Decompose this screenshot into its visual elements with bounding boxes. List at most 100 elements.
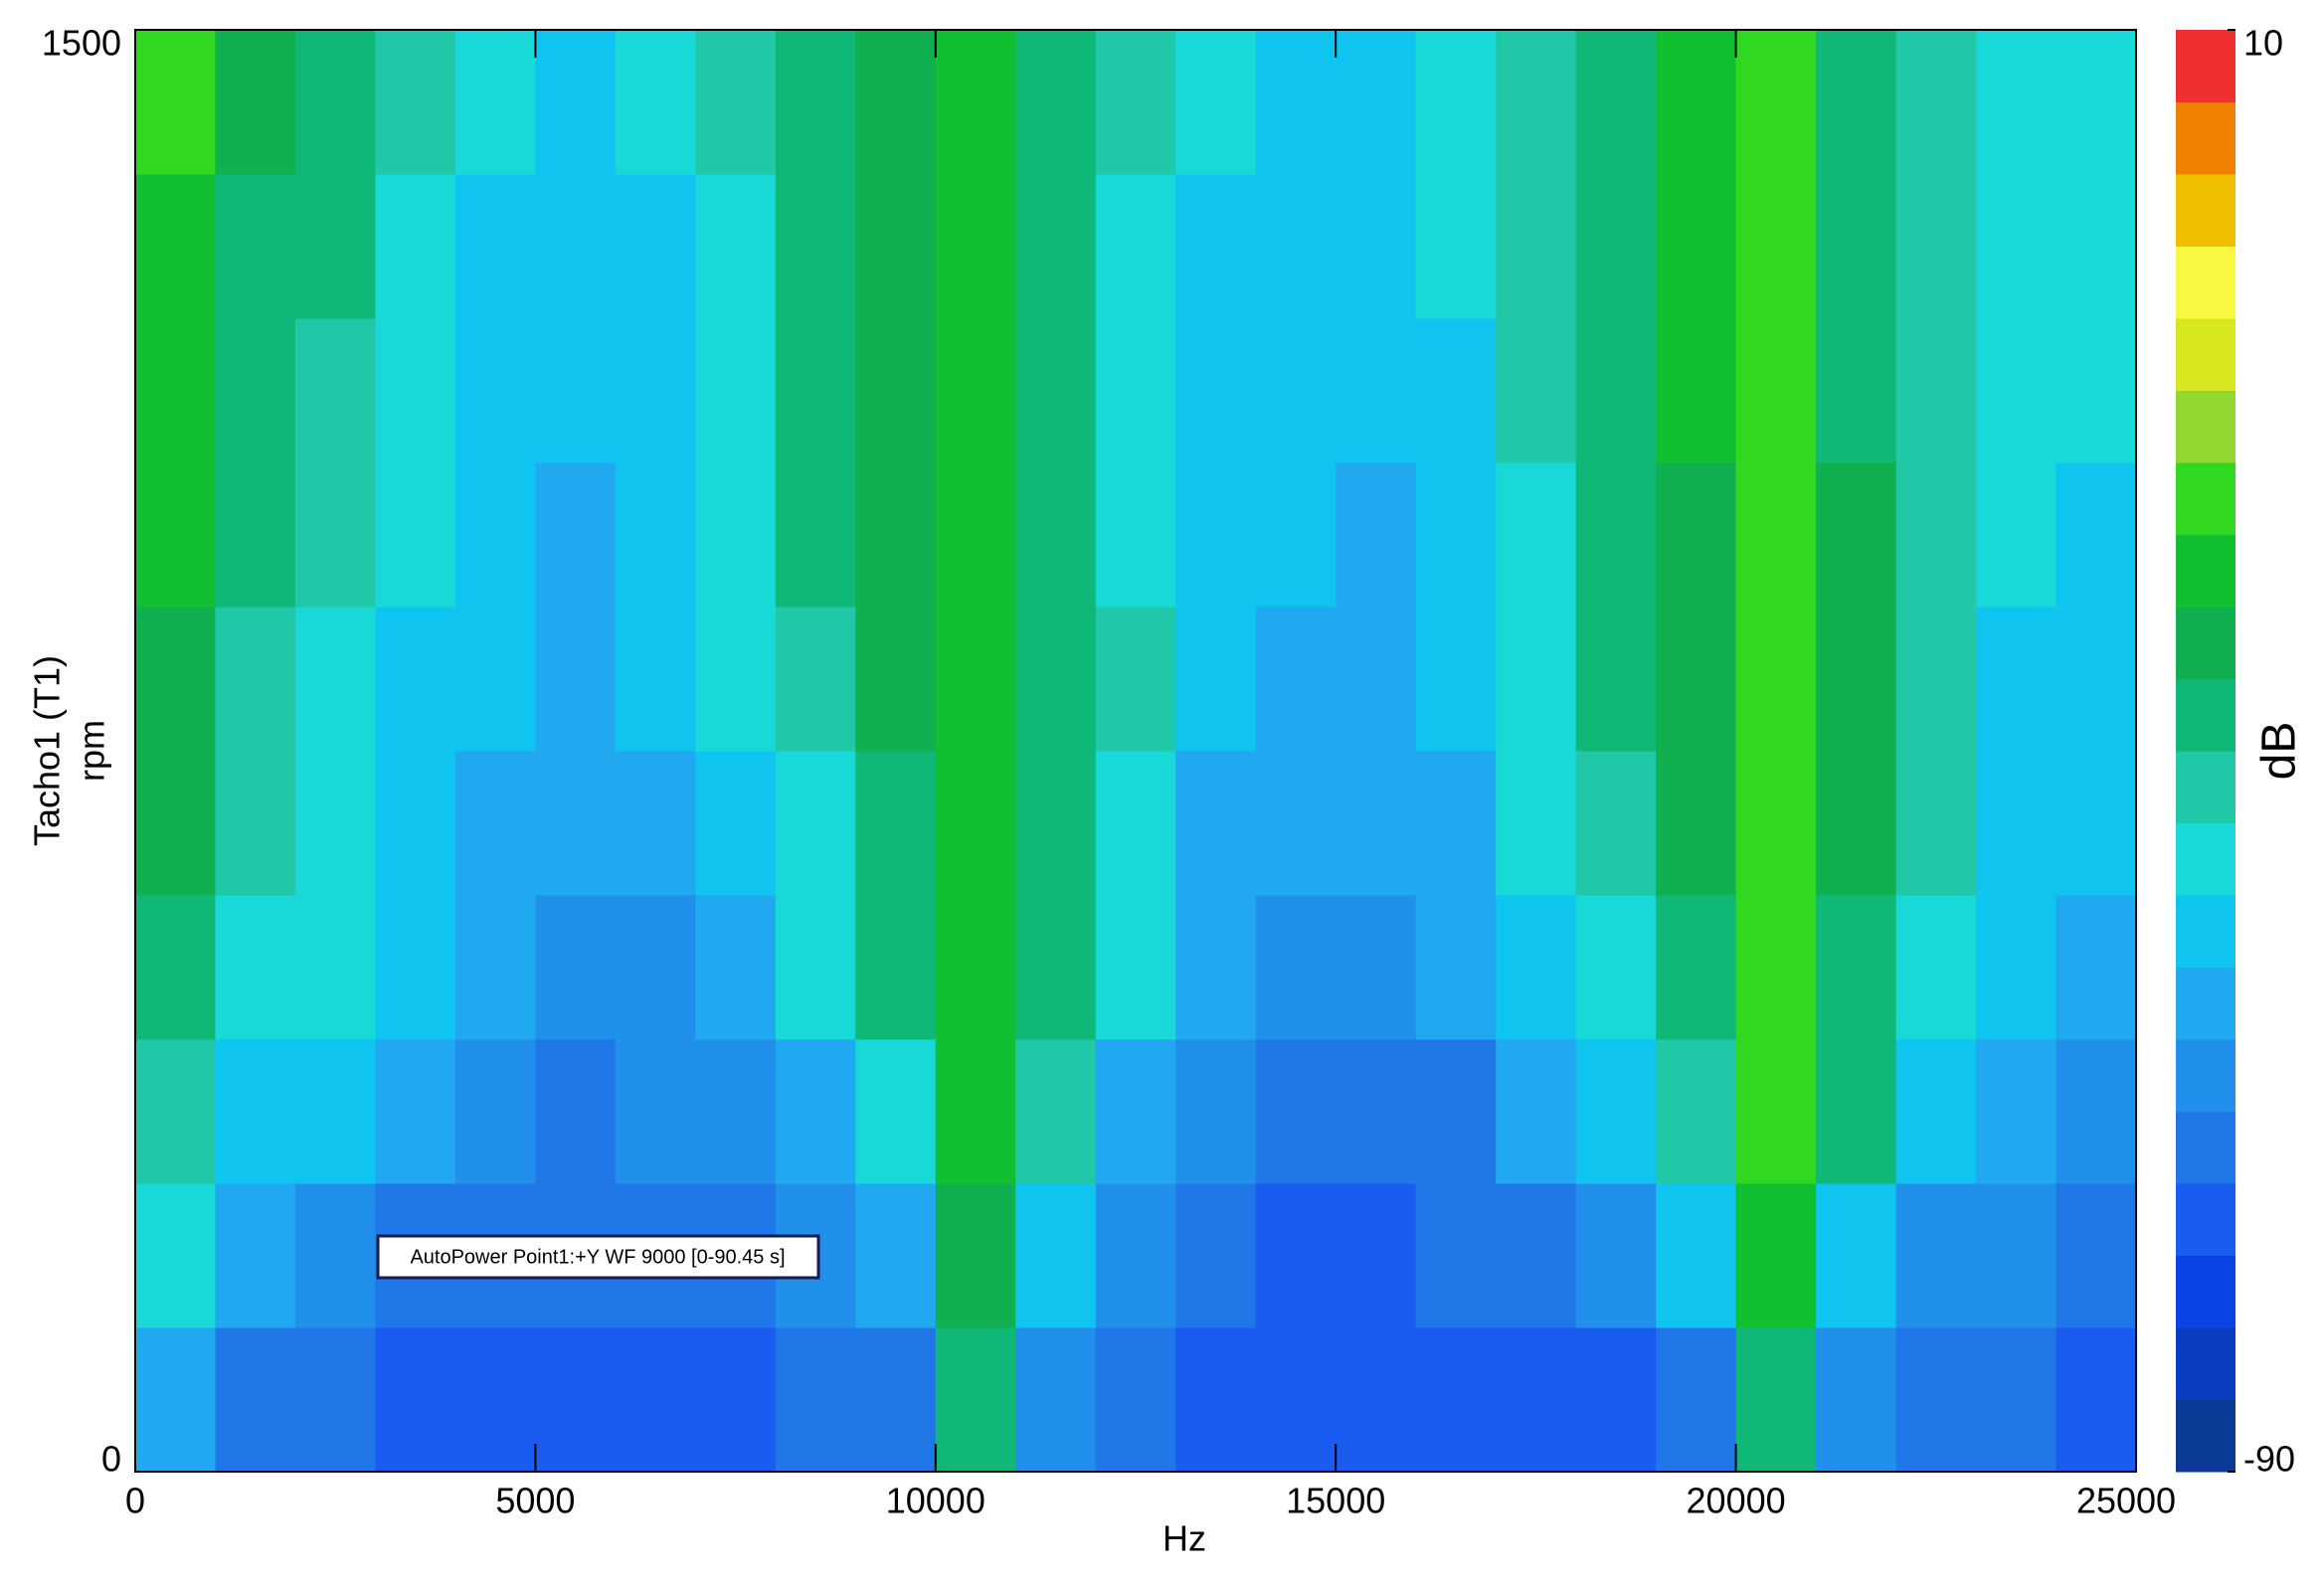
heat-cell xyxy=(215,607,296,752)
heat-cell xyxy=(1735,607,1817,752)
heat-cell xyxy=(1336,174,1417,319)
heat-cell xyxy=(1336,462,1417,608)
x-tick-label: 20000 xyxy=(1687,1481,1786,1521)
heat-cell xyxy=(135,1039,216,1184)
heat-cell xyxy=(935,751,1016,896)
heat-cell xyxy=(1415,895,1497,1040)
heat-cell xyxy=(1095,174,1176,319)
heat-cell xyxy=(1575,1039,1657,1184)
heat-cell xyxy=(1735,174,1817,319)
heat-cell xyxy=(1255,751,1337,896)
y-axis-unit: rpm xyxy=(72,720,112,782)
heat-cell xyxy=(1656,895,1737,1040)
heat-cell xyxy=(695,174,777,319)
heat-cell xyxy=(615,462,696,608)
heat-cell xyxy=(535,751,617,896)
heat-cell xyxy=(1015,895,1097,1040)
heat-cell xyxy=(855,1327,937,1473)
heat-cell xyxy=(535,607,617,752)
heat-cell xyxy=(1496,318,1577,463)
heat-cell xyxy=(935,895,1016,1040)
heat-cell xyxy=(1735,30,1817,175)
heat-cell xyxy=(375,30,456,175)
heat-cell xyxy=(454,1327,536,1473)
heat-cell xyxy=(1816,1327,1897,1473)
heat-cell xyxy=(615,1327,696,1473)
heat-cell xyxy=(1816,174,1897,319)
heat-cell xyxy=(1895,1327,1977,1473)
heat-cell xyxy=(1976,462,2057,608)
heat-cell xyxy=(1656,1183,1737,1328)
heat-cell xyxy=(1415,1039,1497,1184)
heat-cell xyxy=(1336,1327,1417,1473)
heat-cell xyxy=(1496,1039,1577,1184)
heat-cell xyxy=(535,895,617,1040)
heat-cell xyxy=(1255,1183,1337,1328)
heat-cell xyxy=(1895,318,1977,463)
heat-cell xyxy=(1575,895,1657,1040)
heat-cell xyxy=(294,1039,376,1184)
x-tick-label: 15000 xyxy=(1286,1481,1385,1521)
heat-cell xyxy=(695,751,777,896)
heat-cell xyxy=(1415,751,1497,896)
heat-cell xyxy=(1415,607,1497,752)
colorbar-band xyxy=(2176,246,2235,319)
heat-cell xyxy=(294,1327,376,1473)
heat-cell xyxy=(375,1327,456,1473)
heat-cell xyxy=(1816,607,1897,752)
heat-cell xyxy=(1015,607,1097,752)
heat-cell xyxy=(2056,174,2137,319)
heat-cell xyxy=(1255,607,1337,752)
heat-cell xyxy=(1575,1327,1657,1473)
heat-cell xyxy=(615,174,696,319)
heat-cell xyxy=(855,751,937,896)
heat-cell xyxy=(1575,174,1657,319)
heat-cell xyxy=(1816,751,1897,896)
heat-cell xyxy=(135,318,216,463)
heat-cell xyxy=(1255,30,1337,175)
colorbar-band xyxy=(2176,1327,2235,1400)
heat-cell xyxy=(1656,751,1737,896)
colorbar-band xyxy=(2176,1039,2235,1112)
heat-cell xyxy=(1575,462,1657,608)
heat-cell xyxy=(1656,607,1737,752)
colorbar-band xyxy=(2176,895,2235,968)
heat-cell xyxy=(135,30,216,175)
heat-cell xyxy=(294,318,376,463)
heat-cell xyxy=(695,462,777,608)
heat-cell xyxy=(1175,751,1257,896)
heat-cell xyxy=(215,1327,296,1473)
heat-cell xyxy=(695,895,777,1040)
heat-cell xyxy=(855,607,937,752)
heat-cell xyxy=(1095,751,1176,896)
heat-cell xyxy=(135,1183,216,1328)
heat-cell xyxy=(615,895,696,1040)
heat-cell xyxy=(935,1327,1016,1473)
heat-cell xyxy=(375,174,456,319)
colorbar-tick-label: -90 xyxy=(2243,1439,2295,1480)
heat-cell xyxy=(215,1183,296,1328)
heat-cell xyxy=(615,751,696,896)
heat-cell xyxy=(695,318,777,463)
x-axis-label: Hz xyxy=(1162,1518,1206,1559)
heat-cell xyxy=(1816,1039,1897,1184)
annotation-box xyxy=(376,1234,820,1280)
heat-cell xyxy=(1575,607,1657,752)
heat-cell xyxy=(1496,1327,1577,1473)
heat-cell xyxy=(1575,30,1657,175)
heat-cell xyxy=(1735,895,1817,1040)
heat-cell xyxy=(1415,174,1497,319)
heat-cell xyxy=(775,30,856,175)
heat-cell xyxy=(1976,751,2057,896)
heat-cell xyxy=(1415,318,1497,463)
colorbar-band xyxy=(2176,1111,2235,1184)
heat-cell xyxy=(1895,174,1977,319)
colorbar-band xyxy=(2176,822,2235,896)
heat-cell xyxy=(2056,607,2137,752)
heat-cell xyxy=(375,318,456,463)
heat-cell xyxy=(1015,1327,1097,1473)
colorbar-band xyxy=(2176,101,2235,175)
heat-cell xyxy=(215,318,296,463)
heat-cell xyxy=(855,1183,937,1328)
heat-cell xyxy=(935,30,1016,175)
